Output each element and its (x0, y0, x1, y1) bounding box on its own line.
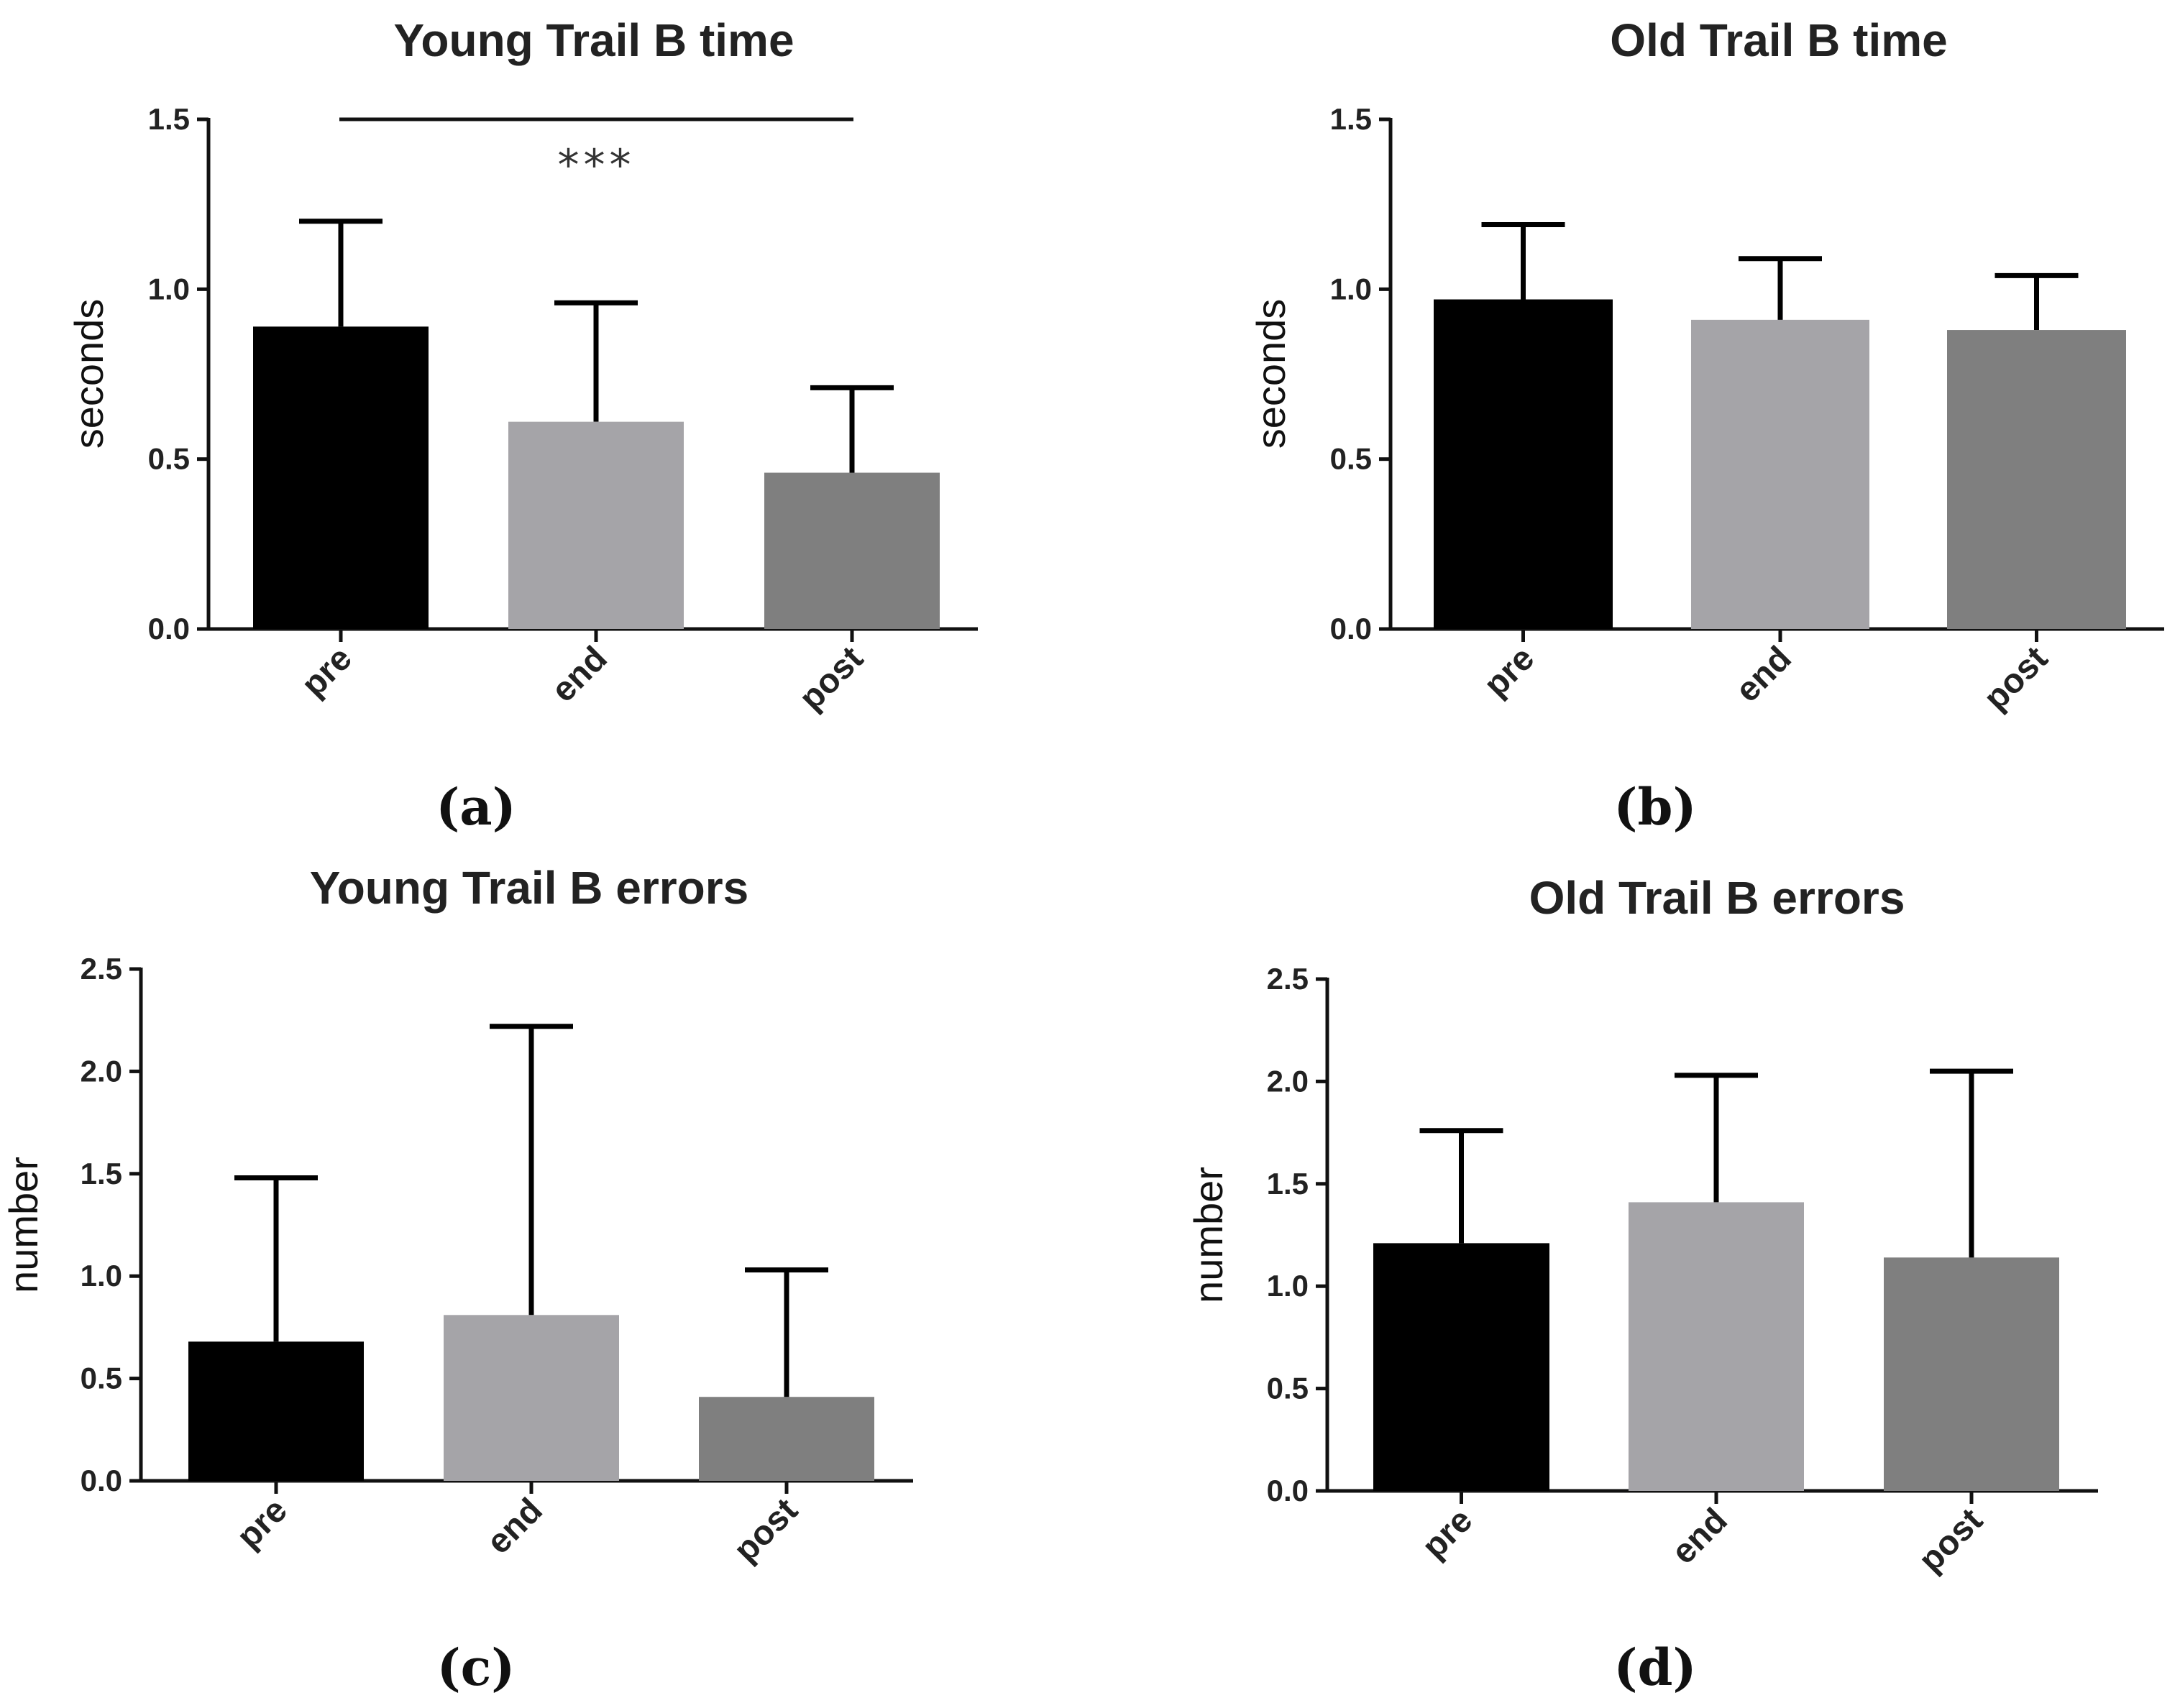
chart-a-bar-end (508, 421, 684, 629)
chart-b-ytick-label: 1.0 (1330, 272, 1372, 306)
chart-b-xtick-label-end: end (1728, 639, 1799, 710)
chart-d-panel-label: (d) (1613, 1638, 1696, 1697)
chart-c-xtick-label-pre: pre (229, 1491, 294, 1556)
chart-c-bar-end (444, 1315, 619, 1481)
chart-c-ytick-label: 0.0 (81, 1464, 122, 1497)
chart-b-ytick-label: 0.0 (1330, 612, 1372, 646)
chart-c-bar-pre (188, 1341, 364, 1481)
chart-d-xtick-label-pre: pre (1415, 1501, 1480, 1566)
chart-a-xtick-label-post: post (792, 639, 871, 717)
chart-d-xtick-label-end: end (1664, 1501, 1735, 1571)
chart-d-bar-pre (1373, 1243, 1549, 1491)
chart-a-ytick-label: 1.0 (148, 272, 190, 306)
chart-b-panel-label: (b) (1613, 777, 1696, 837)
chart-d-bar-post (1884, 1257, 2059, 1491)
chart-d-ytick-label: 1.0 (1267, 1269, 1309, 1303)
chart-d-title: Old Trail B errors (1529, 872, 1905, 924)
chart-a-ytick-label: 0.0 (148, 612, 190, 646)
chart-a-panel-label: (a) (436, 777, 516, 837)
chart-c-ytick-label: 0.5 (81, 1362, 122, 1395)
chart-c-ytick-label: 2.0 (81, 1054, 122, 1088)
chart-b-ylabel: seconds (1248, 299, 1293, 449)
chart-a-ytick-label: 0.5 (148, 442, 190, 476)
chart-d-ytick-label: 2.5 (1267, 962, 1309, 996)
chart-c-title: Young Trail B errors (310, 862, 749, 914)
chart-a-xtick-label-end: end (544, 639, 615, 710)
chart-c-ytick-label: 1.5 (81, 1157, 122, 1190)
chart-a-bar-post (764, 472, 940, 629)
chart-b-xtick-label-pre: pre (1477, 639, 1542, 704)
chart-b-bar-post (1947, 330, 2126, 629)
chart-a-xtick-label-pre: pre (294, 639, 359, 704)
chart-d-ytick-label: 0.0 (1267, 1474, 1309, 1507)
chart-a-ytick-label: 1.5 (148, 102, 190, 136)
chart-d-bar-end (1629, 1202, 1804, 1491)
chart-c-ylabel: number (1, 1157, 46, 1293)
chart-c-ytick-label: 1.0 (81, 1259, 122, 1293)
chart-c-ytick-label: 2.5 (81, 952, 122, 986)
chart-c-bar-post (699, 1397, 874, 1481)
chart-a-significance-label: *** (558, 140, 636, 190)
chart-b-ytick-label: 0.5 (1330, 442, 1372, 476)
chart-d-ytick-label: 2.0 (1267, 1064, 1309, 1098)
chart-d-ylabel: number (1186, 1167, 1231, 1303)
chart-b-ytick-label: 1.5 (1330, 102, 1372, 136)
chart-b-bar-end (1691, 319, 1869, 629)
chart-b-title: Old Trail B time (1610, 14, 1947, 66)
chart-c-panel-label: (c) (437, 1638, 516, 1697)
chart-a-title: Young Trail B time (393, 14, 794, 66)
chart-a-bar-pre (253, 326, 429, 629)
chart-d-ytick-label: 1.5 (1267, 1167, 1309, 1200)
chart-d-xtick-label-post: post (1912, 1501, 1990, 1579)
chart-d-ytick-label: 0.5 (1267, 1372, 1309, 1405)
chart-b-bar-pre (1434, 299, 1613, 629)
chart-c-xtick-label-post: post (727, 1491, 805, 1569)
chart-a-ylabel: seconds (66, 299, 111, 449)
chart-b-xtick-label-post: post (1977, 639, 2055, 717)
chart-c-xtick-label-end: end (480, 1491, 550, 1561)
